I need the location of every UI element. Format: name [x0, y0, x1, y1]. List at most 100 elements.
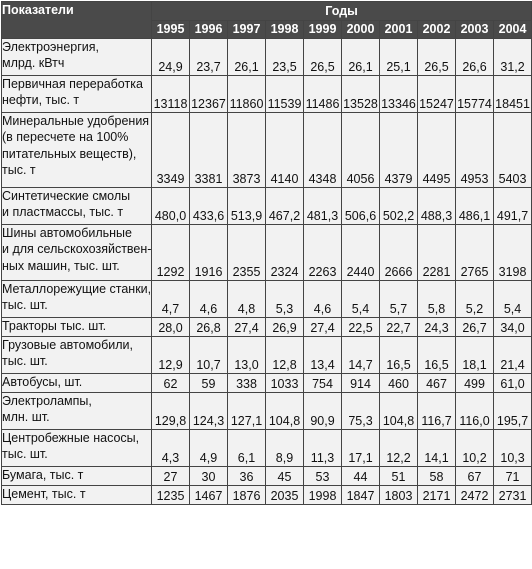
value-cell: 1876: [227, 485, 266, 505]
indicators-header: Показатели: [1, 1, 152, 39]
value-cell: 433,6: [189, 187, 228, 225]
value-cell: 4379: [379, 112, 418, 188]
table-row: Минеральные удобрения (в пересчете на 100…: [1, 112, 532, 188]
value-cell: 45: [265, 466, 304, 486]
value-cell: 1998: [303, 485, 342, 505]
value-cell: 75,3: [341, 392, 380, 430]
value-cell: 26,8: [189, 317, 228, 337]
value-cell: 31,2: [492, 38, 532, 76]
row-label-line: Первичная переработка: [2, 77, 143, 91]
row-label-line: Электролампы,: [2, 394, 92, 408]
value-cell: 5,2: [455, 280, 494, 318]
value-cell: 4,6: [303, 280, 342, 318]
value-cell: 26,1: [227, 38, 266, 76]
row-label-line: Автобусы, шт.: [2, 375, 83, 389]
value-cell: 5,8: [417, 280, 456, 318]
value-cell: 4953: [455, 112, 494, 188]
value-cell: 116,7: [417, 392, 456, 430]
value-cell: 11539: [265, 75, 304, 113]
value-cell: 127,1: [227, 392, 266, 430]
table-row: Электролампы, млн. шт. 129,8 124,3 127,1 104,…: [1, 392, 532, 430]
value-cell: 2765: [455, 224, 494, 281]
value-cell: 10,2: [455, 429, 494, 467]
row-label-line: ных машин, тыс. шт.: [2, 258, 120, 273]
value-cell: 26,5: [417, 38, 456, 76]
value-cell: 61,0: [492, 373, 532, 393]
value-cell: 16,5: [417, 336, 456, 374]
value-cell: 3381: [189, 112, 228, 188]
value-cell: 3873: [227, 112, 266, 188]
value-cell: 2472: [455, 485, 494, 505]
value-cell: 4056: [341, 112, 380, 188]
value-cell: 13118: [151, 75, 190, 113]
year-header-1998: 1998: [265, 20, 304, 39]
value-cell: 195,7: [492, 392, 532, 430]
value-cell: 3349: [151, 112, 190, 188]
value-cell: 1467: [189, 485, 228, 505]
value-cell: 11,3: [303, 429, 342, 467]
value-cell: 5,3: [265, 280, 304, 318]
value-cell: 26,7: [455, 317, 494, 337]
value-cell: 467,2: [265, 187, 304, 225]
row-label-line: и для сельскохозяйствен-: [2, 242, 152, 257]
value-cell: 502,2: [379, 187, 418, 225]
value-cell: 27,4: [303, 317, 342, 337]
value-cell: 488,3: [417, 187, 456, 225]
value-cell: 1235: [151, 485, 190, 505]
value-cell: 914: [341, 373, 380, 393]
value-cell: 17,1: [341, 429, 380, 467]
value-cell: 4140: [265, 112, 304, 188]
row-label: Центробежные насосы, тыс. шт.: [1, 429, 152, 467]
value-cell: 491,7: [492, 187, 532, 225]
value-cell: 2355: [227, 224, 266, 281]
value-cell: 129,8: [151, 392, 190, 430]
value-cell: 4348: [303, 112, 342, 188]
value-cell: 30: [189, 466, 228, 486]
year-header-2003: 2003: [455, 20, 494, 39]
value-cell: 12,8: [265, 336, 304, 374]
row-label: Минеральные удобрения (в пересчете на 100…: [1, 112, 152, 188]
value-cell: 8,9: [265, 429, 304, 467]
value-cell: 10,7: [189, 336, 228, 374]
row-label: Автобусы, шт.: [1, 373, 152, 393]
value-cell: 15247: [417, 75, 456, 113]
value-cell: 22,5: [341, 317, 380, 337]
value-cell: 26,1: [341, 38, 380, 76]
row-label-line: Синтетические смолы: [2, 189, 131, 203]
row-label-line: Грузовые автомобили,: [2, 338, 134, 352]
value-cell: 36: [227, 466, 266, 486]
value-cell: 513,9: [227, 187, 266, 225]
row-label: Бумага, тыс. т: [1, 466, 152, 486]
table-row: Первичная переработка нефти, тыс. т 13118 1…: [1, 75, 532, 113]
value-cell: 506,6: [341, 187, 380, 225]
row-label-line: Шины автомобильные: [2, 226, 132, 240]
row-label-line: тыс. шт.: [2, 354, 48, 369]
value-cell: 21,4: [492, 336, 532, 374]
value-cell: 28,0: [151, 317, 190, 337]
value-cell: 124,3: [189, 392, 228, 430]
table-body: Электроэнергия, млрд. кВтч 24,9 23,7 26,1 23,…: [1, 38, 532, 505]
row-label-line: Тракторы тыс. шт.: [2, 319, 107, 333]
value-cell: 13528: [341, 75, 380, 113]
year-header-1997: 1997: [227, 20, 266, 39]
value-cell: 4495: [417, 112, 456, 188]
table-row: Шины автомобильные и для сельскохозяйстве…: [1, 224, 532, 281]
value-cell: 4,3: [151, 429, 190, 467]
value-cell: 58: [417, 466, 456, 486]
row-label-line: млрд. кВтч: [2, 56, 65, 71]
year-header-1996: 1996: [189, 20, 228, 39]
value-cell: 18,1: [455, 336, 494, 374]
value-cell: 59: [189, 373, 228, 393]
value-cell: 62: [151, 373, 190, 393]
value-cell: 16,5: [379, 336, 418, 374]
value-cell: 24,3: [417, 317, 456, 337]
year-header-1999: 1999: [303, 20, 342, 39]
value-cell: 5403: [492, 112, 532, 188]
year-header-1995: 1995: [151, 20, 190, 39]
value-cell: 4,7: [151, 280, 190, 318]
table-header: Показатели Годы 1995 1996 1997 1998 1999 2000…: [1, 1, 532, 39]
value-cell: 11486: [303, 75, 342, 113]
years-row: 1995 1996 1997 1998 1999 2000 2001 2002 2003 2004: [2, 20, 532, 39]
value-cell: 2666: [379, 224, 418, 281]
row-label-line: Цемент, тыс. т: [2, 487, 86, 501]
